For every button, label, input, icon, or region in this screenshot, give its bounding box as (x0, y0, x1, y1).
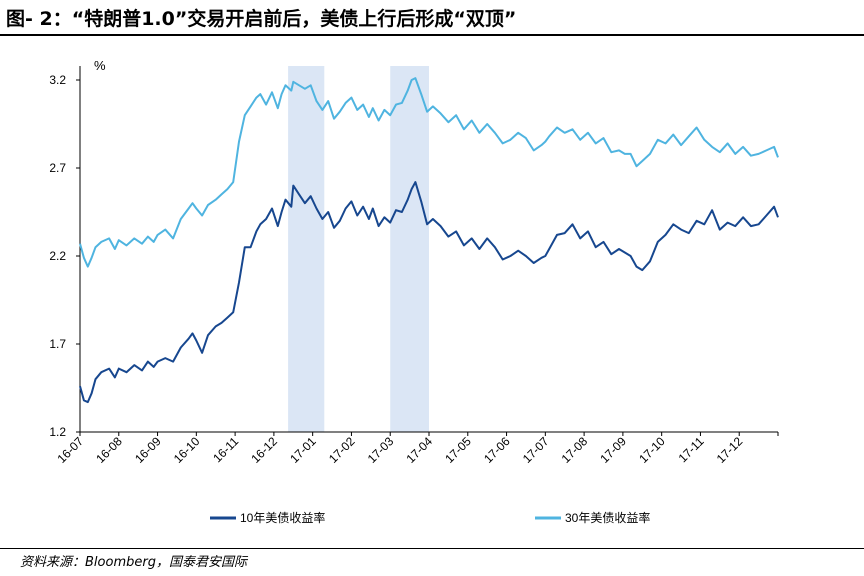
y-tick-label: 2.7 (49, 161, 66, 175)
shaded-period-2 (390, 66, 429, 432)
yield-line-chart: 1.21.72.22.73.2%16-07 16-08 16-09 16-10 16-1… (49, 58, 779, 525)
x-tick-label: 17-04 (404, 434, 436, 466)
x-tick-label: 17-12 (714, 434, 746, 466)
x-tick-label: 17-10 (636, 434, 668, 466)
x-tick-label: 16-08 (93, 434, 125, 466)
x-tick-label: 17-05 (442, 434, 474, 466)
x-tick-label: 17-08 (559, 434, 591, 466)
source-rule (0, 548, 864, 549)
x-tick-label: 17-03 (365, 434, 397, 466)
x-tick-label: 17-09 (597, 434, 629, 466)
x-tick-label: 17-06 (481, 434, 513, 466)
source-note: 资料来源：Bloomberg，国泰君安国际 (20, 555, 247, 570)
legend-item-30y: 30年美债收益率 (535, 510, 650, 525)
y-tick-label: 2.2 (49, 249, 66, 263)
x-tick-label: 17-01 (287, 434, 319, 466)
legend-label: 10年美债收益率 (240, 510, 325, 525)
x-tick-label: 16-11 (210, 434, 241, 465)
y-axis-label: % (94, 58, 106, 73)
y-tick-label: 3.2 (49, 73, 66, 87)
series-line-30y (79, 77, 779, 268)
series-line-10y (79, 181, 779, 404)
shaded-period-1 (288, 66, 325, 432)
x-tick-label: 16-12 (248, 434, 280, 466)
x-tick-label: 16-09 (132, 434, 164, 466)
legend-label: 30年美债收益率 (565, 510, 650, 525)
figure-title: 图- 2：“特朗普1.0”交易开启前后，美债上行后形成“双顶” (6, 8, 517, 30)
y-tick-label: 1.7 (49, 337, 66, 351)
title-rule (0, 34, 864, 36)
x-tick-label: 17-11 (676, 434, 707, 465)
legend-item-10y: 10年美债收益率 (210, 510, 325, 525)
x-tick-label: 16-10 (171, 434, 203, 466)
y-tick-label: 1.2 (49, 425, 66, 439)
x-tick-label: 17-07 (520, 434, 552, 466)
x-tick-label: 17-02 (326, 434, 358, 466)
